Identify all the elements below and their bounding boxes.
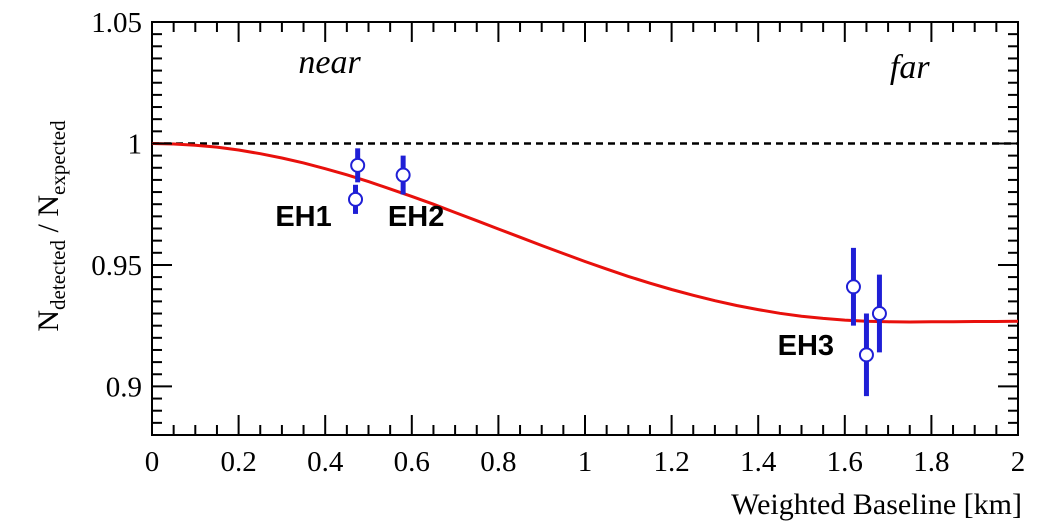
curve-layer <box>151 142 1019 324</box>
data-point <box>858 347 874 363</box>
x-tick-label: 0.2 <box>220 446 256 478</box>
hall-label: EH1 <box>275 201 331 233</box>
x-tick-label: 0.6 <box>394 446 430 478</box>
y-tick-label: 0.95 <box>91 250 142 282</box>
y-axis-title-sub2: expected <box>46 120 70 195</box>
y-tick-label: 0.9 <box>106 371 142 403</box>
y-tick-label: 1.05 <box>91 7 142 39</box>
y-tick-label: 1 <box>128 128 143 160</box>
expected-curve <box>151 142 1019 324</box>
x-tick-label: 0.8 <box>480 446 516 478</box>
data-point <box>350 157 366 173</box>
x-tick-label: 1.8 <box>913 446 949 478</box>
hall-label: EH2 <box>388 201 444 233</box>
x-tick-label: 0 <box>145 446 160 478</box>
points-layer <box>348 148 887 397</box>
x-tick-label: 1.2 <box>653 446 689 478</box>
data-point <box>348 191 364 207</box>
data-point <box>845 279 861 295</box>
x-tick-label: 1.4 <box>740 446 777 478</box>
ticks-layer <box>151 21 1019 436</box>
x-tick-label: 1 <box>578 446 593 478</box>
x-axis-title: Weighted Baseline [km] <box>731 488 1022 521</box>
y-axis-title-n2: N <box>32 195 65 217</box>
data-point <box>395 167 411 183</box>
data-point <box>871 306 887 322</box>
y-axis-title: Ndetected / Nexpected <box>32 120 70 332</box>
x-tick-label: 2 <box>1011 446 1026 478</box>
hall-label: EH3 <box>778 330 834 362</box>
y-axis-title-n1: N <box>32 310 65 332</box>
y-axis-title-sub1: detected <box>46 240 70 310</box>
region-label: near <box>298 44 361 81</box>
region-label: far <box>890 49 930 86</box>
x-tick-label: 1.6 <box>827 446 863 478</box>
labels-layer: 0 0.2 0.4 0.6 0.8 1 1.2 1.4 1.6 1.8 2 0.9 0.95 1 1.05 n… <box>91 7 1025 478</box>
x-tick-label: 0.4 <box>307 446 344 478</box>
y-axis-title-sep: / <box>32 217 65 240</box>
